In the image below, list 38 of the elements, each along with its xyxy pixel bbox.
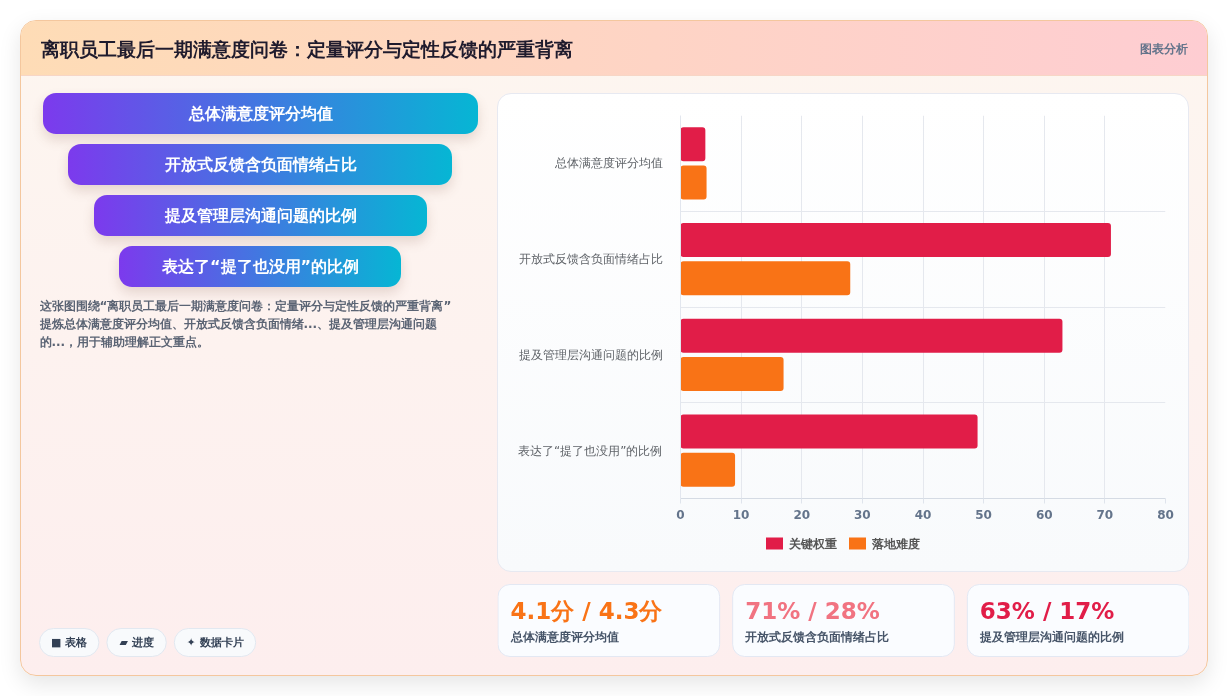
text: ▰ 进度 <box>119 636 154 649</box>
bar <box>680 356 784 392</box>
x-tick-label: 60 <box>1035 507 1053 522</box>
text: 71% / 28% <box>745 597 880 624</box>
text: 4.1分 / 4.3分 <box>510 597 664 624</box>
y-tick-label: 总体满意度评分均值 <box>553 156 663 171</box>
bar <box>680 318 1063 353</box>
text: 总体满意度评分均值 <box>187 104 333 123</box>
x-tick-label: 50 <box>975 507 992 522</box>
bar <box>680 261 851 296</box>
x-tick-label: 30 <box>854 507 871 522</box>
x-tick-label: 70 <box>1096 507 1114 522</box>
bar <box>680 127 706 162</box>
text: 这张图围绕“离职员工最后一期满意度问卷：定量评分与定性反馈的严重背离”提炼总体满意度评分均值、开放式反馈含负面情绪...、提及管理层沟通问题的...，用于辅助理解正文重点。 <box>38 298 452 349</box>
text: ✦ 数据卡片 <box>186 636 244 649</box>
x-tick-label: 10 <box>732 507 750 522</box>
bar <box>680 222 1111 258</box>
bar <box>680 414 978 449</box>
text: 开放式反馈含负面情绪占比 <box>163 155 357 174</box>
y-tick-label: 表达了“提了也没用”的比例 <box>518 443 663 458</box>
x-tick-label: 20 <box>793 507 811 522</box>
legend-label: 落地难度 <box>871 536 920 551</box>
bar <box>680 452 736 487</box>
text: 提及管理层沟通问题的比例 <box>163 206 357 225</box>
text: 离职员工最后一期满意度问卷：定量评分与定性反馈的严重背离 <box>39 37 573 60</box>
text: ■ 表格 <box>51 636 89 649</box>
text: 图表分析 <box>1139 41 1188 56</box>
x-tick-label: 40 <box>914 507 932 522</box>
x-tick-label: 80 <box>1157 507 1174 522</box>
legend-label: 关键权重 <box>788 536 837 551</box>
text: 63% / 17% <box>979 597 1115 624</box>
y-tick-label: 提及管理层沟通问题的比例 <box>518 347 663 362</box>
text: 表达了“提了也没用”的比例 <box>160 257 360 276</box>
text: 开放式反馈含负面情绪占比 <box>744 629 890 644</box>
bar <box>680 165 707 200</box>
x-tick-label: 0 <box>676 507 685 522</box>
text: 提及管理层沟通问题的比例 <box>978 629 1124 644</box>
y-tick-label: 开放式反馈含负面情绪占比 <box>518 252 663 267</box>
